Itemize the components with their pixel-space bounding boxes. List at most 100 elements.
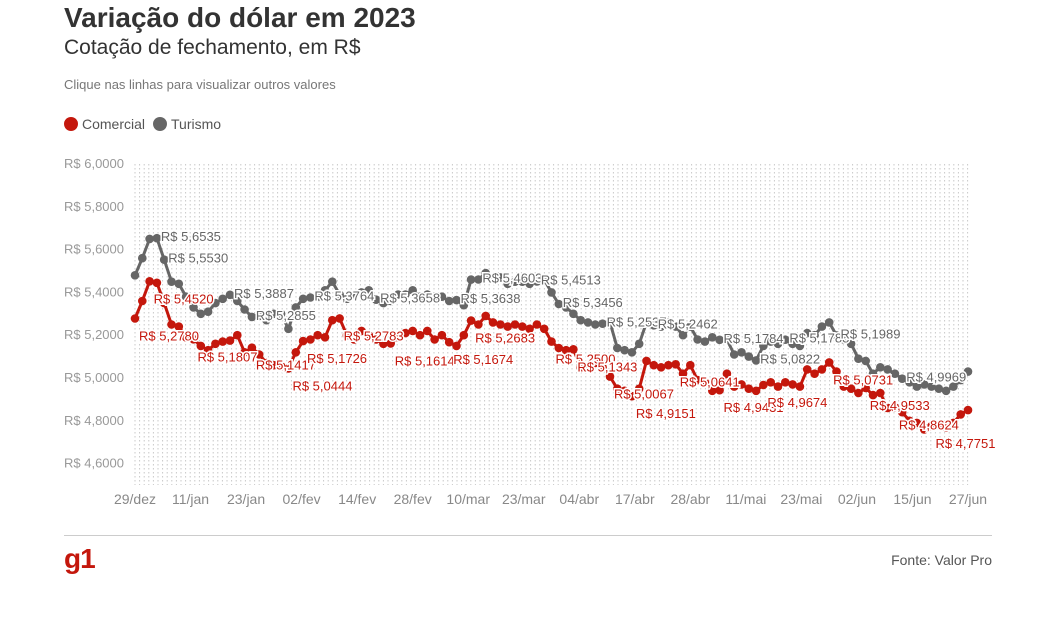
data-point-turismo[interactable] [328, 277, 337, 287]
data-point-comercial[interactable] [583, 360, 593, 370]
data-point-turismo[interactable] [802, 328, 812, 338]
data-point-turismo[interactable] [306, 293, 315, 302]
data-point-comercial[interactable] [956, 410, 965, 419]
data-point-turismo[interactable] [532, 277, 542, 286]
data-point-comercial[interactable] [642, 356, 651, 366]
data-point-turismo[interactable] [846, 339, 856, 349]
data-point-comercial[interactable] [671, 360, 680, 369]
data-point-turismo[interactable] [488, 275, 498, 284]
data-point-comercial[interactable] [664, 360, 673, 370]
data-point-turismo[interactable] [613, 343, 622, 353]
data-point-comercial[interactable] [817, 365, 827, 374]
data-point-comercial[interactable] [401, 328, 410, 338]
data-point-turismo[interactable] [167, 277, 176, 287]
data-point-comercial[interactable] [423, 326, 432, 336]
data-point-comercial[interactable] [152, 278, 162, 288]
data-point-turismo[interactable] [949, 382, 958, 391]
data-point-comercial[interactable] [203, 345, 213, 355]
data-point-comercial[interactable] [839, 382, 849, 391]
data-point-turismo[interactable] [868, 369, 878, 379]
data-point-turismo[interactable] [941, 386, 951, 396]
data-point-turismo[interactable] [189, 303, 198, 312]
data-point-comercial[interactable] [861, 383, 870, 393]
data-point-turismo[interactable] [357, 288, 366, 297]
data-point-comercial[interactable] [342, 330, 352, 340]
data-point-comercial[interactable] [561, 345, 571, 355]
data-point-turismo[interactable] [145, 234, 154, 244]
data-point-turismo[interactable] [335, 290, 344, 299]
data-point-turismo[interactable] [634, 339, 644, 349]
data-point-turismo[interactable] [905, 378, 914, 387]
data-point-turismo[interactable] [876, 363, 885, 372]
data-point-turismo[interactable] [276, 309, 286, 319]
data-point-comercial[interactable] [254, 350, 264, 359]
data-point-comercial[interactable] [832, 367, 841, 376]
legend-item-comercial[interactable]: Comercial [64, 116, 145, 132]
data-point-comercial[interactable] [474, 320, 483, 329]
data-point-comercial[interactable] [357, 326, 366, 336]
data-point-comercial[interactable] [576, 363, 585, 372]
data-point-turismo[interactable] [539, 275, 549, 284]
data-point-turismo[interactable] [927, 382, 936, 391]
data-point-turismo[interactable] [576, 315, 585, 325]
data-point-comercial[interactable] [349, 335, 359, 344]
data-point-turismo[interactable] [393, 290, 403, 299]
data-point-turismo[interactable] [832, 331, 841, 340]
data-point-comercial[interactable] [539, 324, 549, 334]
data-point-turismo[interactable] [269, 309, 279, 319]
data-point-turismo[interactable] [773, 339, 783, 349]
data-point-comercial[interactable] [284, 364, 293, 373]
data-point-turismo[interactable] [788, 339, 797, 349]
data-point-turismo[interactable] [912, 382, 922, 391]
data-point-comercial[interactable] [459, 330, 469, 340]
data-point-comercial[interactable] [335, 314, 344, 323]
data-point-comercial[interactable] [481, 311, 491, 321]
data-point-turismo[interactable] [240, 305, 249, 314]
data-point-turismo[interactable] [130, 271, 140, 280]
data-point-turismo[interactable] [722, 335, 732, 344]
data-point-turismo[interactable] [408, 286, 418, 295]
data-point-comercial[interactable] [525, 324, 534, 334]
data-point-turismo[interactable] [364, 286, 374, 295]
data-point-turismo[interactable] [883, 365, 892, 374]
data-point-comercial[interactable] [437, 330, 447, 340]
data-point-comercial[interactable] [408, 326, 418, 336]
data-point-turismo[interactable] [547, 288, 556, 297]
data-point-comercial[interactable] [890, 403, 900, 412]
data-point-comercial[interactable] [905, 416, 914, 426]
data-point-comercial[interactable] [678, 369, 688, 379]
data-point-comercial[interactable] [379, 339, 388, 349]
data-point-comercial[interactable] [934, 420, 944, 430]
data-point-turismo[interactable] [415, 292, 425, 302]
data-point-comercial[interactable] [598, 363, 607, 372]
data-point-turismo[interactable] [349, 290, 359, 299]
data-point-turismo[interactable] [452, 295, 461, 305]
data-point-turismo[interactable] [934, 384, 944, 394]
data-point-turismo[interactable] [211, 298, 220, 308]
data-point-turismo[interactable] [795, 341, 805, 351]
data-point-comercial[interactable] [620, 386, 629, 396]
data-point-turismo[interactable] [598, 319, 607, 329]
data-point-turismo[interactable] [138, 253, 147, 263]
data-point-comercial[interactable] [452, 341, 461, 351]
data-point-comercial[interactable] [488, 318, 498, 327]
data-point-turismo[interactable] [320, 286, 330, 295]
data-point-comercial[interactable] [189, 335, 198, 344]
data-point-turismo[interactable] [693, 335, 702, 344]
data-point-comercial[interactable] [788, 380, 797, 389]
data-point-comercial[interactable] [430, 335, 439, 344]
data-point-turismo[interactable] [686, 322, 695, 331]
data-point-turismo[interactable] [203, 307, 213, 317]
data-point-comercial[interactable] [518, 322, 527, 331]
data-point-turismo[interactable] [554, 299, 564, 309]
data-point-turismo[interactable] [919, 380, 929, 389]
data-point-turismo[interactable] [474, 275, 483, 284]
data-point-comercial[interactable] [569, 345, 578, 354]
data-point-comercial[interactable] [876, 388, 885, 398]
data-point-turismo[interactable] [956, 375, 965, 385]
data-point-turismo[interactable] [181, 292, 191, 302]
data-point-comercial[interactable] [196, 341, 206, 351]
data-point-turismo[interactable] [963, 367, 973, 376]
data-point-turismo[interactable] [152, 233, 162, 243]
data-point-comercial[interactable] [554, 343, 564, 353]
